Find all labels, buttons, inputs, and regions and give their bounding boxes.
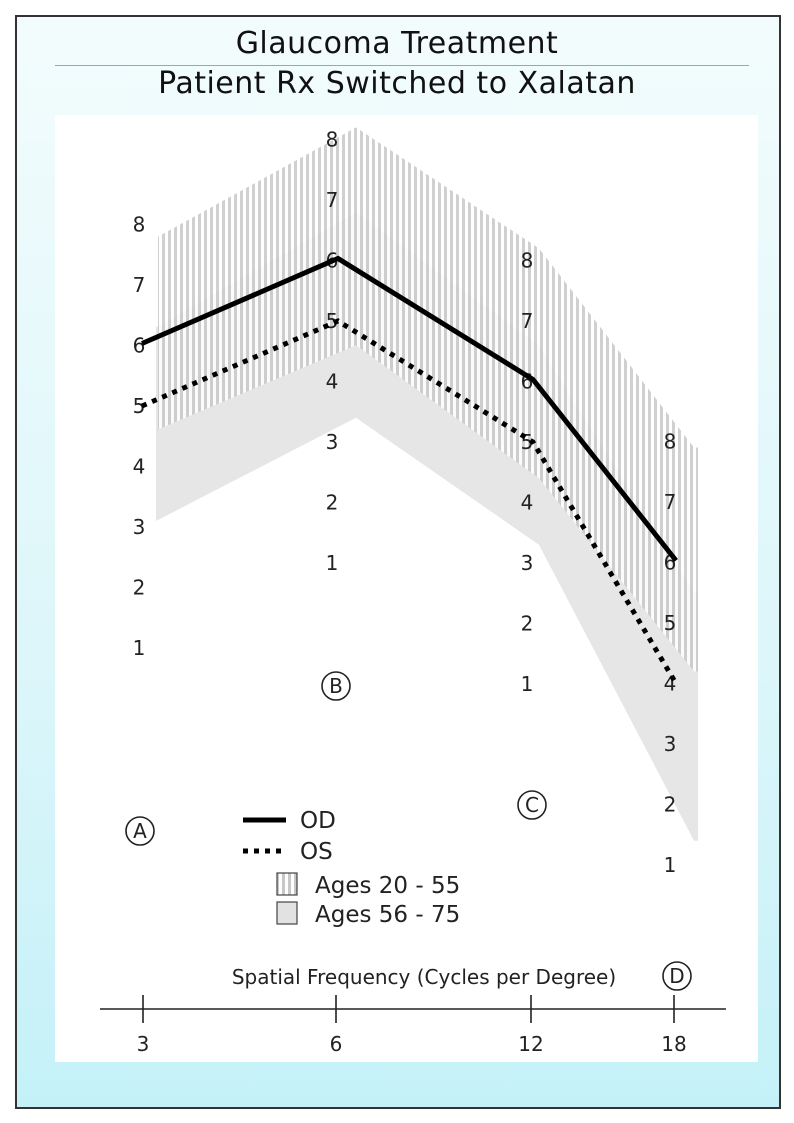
y-tick-label: 1: [133, 636, 146, 660]
y-tick-label: 5: [133, 394, 146, 418]
y-tick-label: 8: [521, 249, 534, 273]
y-tick-label: 1: [664, 853, 677, 877]
y-tick-label: 2: [664, 793, 677, 817]
y-tick-label: 8: [664, 430, 677, 454]
y-tick-label: 3: [521, 551, 534, 575]
x-tick-label: 12: [518, 1032, 543, 1056]
y-tick-label: 2: [326, 491, 339, 515]
y-tick-label: 1: [521, 672, 534, 696]
y-tick-label: 4: [133, 455, 146, 479]
row-label-a: A: [133, 819, 147, 843]
row-label-b: B: [329, 674, 343, 698]
row-label-circle: [517, 790, 547, 820]
y-tick-label: 2: [521, 612, 534, 636]
series-od-line: [141, 255, 678, 563]
legend-label: OD: [300, 808, 336, 834]
y-tick-label: 7: [133, 273, 146, 297]
y-tick-label: 4: [521, 491, 534, 515]
y-tick-label: 1: [326, 551, 339, 575]
row-label-circle: [662, 961, 692, 991]
legend-label: OS: [300, 839, 333, 865]
y-tick-label: 4: [664, 672, 677, 696]
y-tick-label: 3: [326, 430, 339, 454]
legend-label: Ages 20 - 55: [315, 873, 460, 899]
y-tick-label: 7: [521, 309, 534, 333]
x-tick-label: 6: [330, 1032, 343, 1056]
y-tick-label: 3: [664, 732, 677, 756]
y-tick-label: 7: [664, 490, 677, 514]
legend-ages-56-75-swatch: [276, 901, 298, 925]
y-tick-label: 2: [133, 576, 146, 600]
band-ages-20-55: [156, 127, 698, 672]
row-label-c: C: [525, 793, 539, 817]
row-label-circle: [321, 671, 351, 701]
x-axis-label: Spatial Frequency (Cycles per Degree): [232, 965, 616, 989]
legend-ages-20-55-swatch: [276, 872, 298, 896]
title-divider: [55, 65, 749, 66]
y-tick-label: 5: [664, 611, 677, 635]
y-tick-label: 4: [326, 370, 339, 394]
chart-title: Glaucoma Treatment: [235, 26, 559, 61]
x-tick-label: 18: [661, 1032, 686, 1056]
y-tick-label: 8: [133, 213, 146, 237]
y-tick-label: 8: [326, 128, 339, 152]
y-tick-label: 6: [133, 334, 146, 358]
chart-subtitle: Patient Rx Switched to Xalatan: [158, 66, 636, 101]
row-label-d: D: [669, 964, 684, 988]
x-tick-label: 3: [137, 1032, 150, 1056]
y-tick-label: 7: [326, 188, 339, 212]
series-os-line: [141, 318, 679, 685]
row-label-circle: [125, 816, 155, 846]
y-tick-label: 3: [133, 515, 146, 539]
legend-label: Ages 56 - 75: [315, 902, 460, 928]
